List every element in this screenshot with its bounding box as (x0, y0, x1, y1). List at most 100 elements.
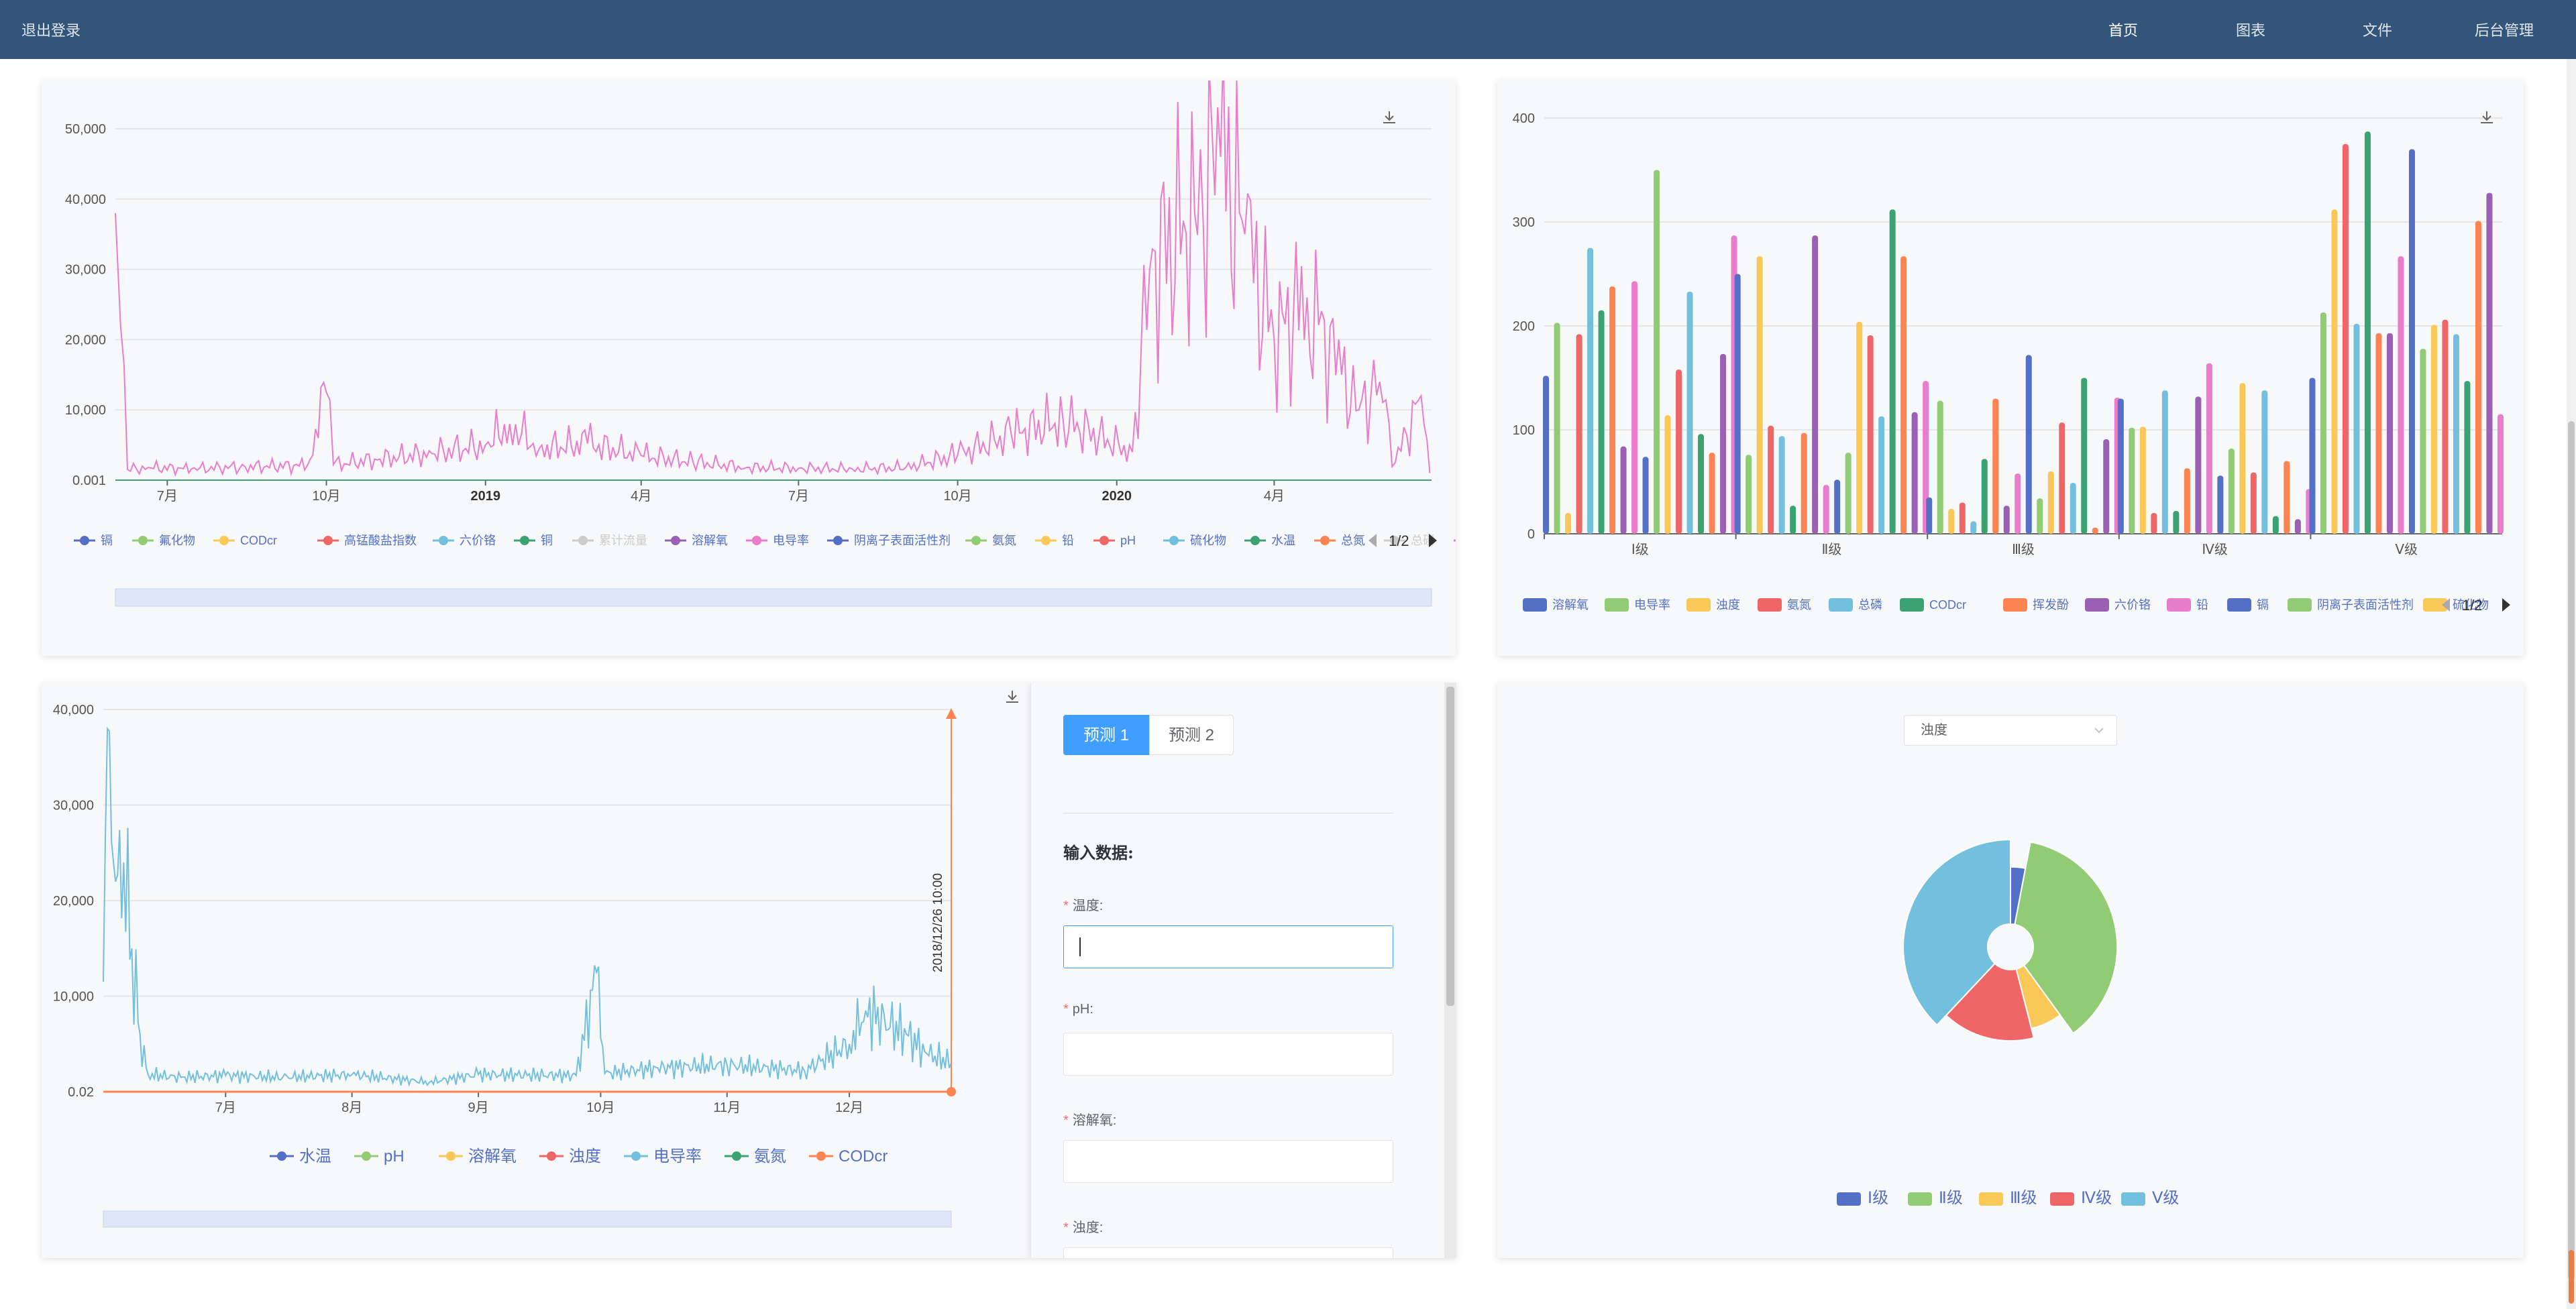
pie-legend-item[interactable]: Ⅴ级 (2121, 1184, 2179, 1208)
legend-marker (631, 1151, 641, 1161)
y-tick-label: 300 (1513, 215, 1535, 230)
download-icon[interactable] (1383, 111, 1395, 123)
legend-item[interactable]: 水温 (299, 1147, 331, 1165)
nav-admin[interactable]: 后台管理 (2475, 22, 2534, 39)
arrow-right-icon[interactable] (2502, 598, 2510, 612)
chart1-legend-page: 1/2 (1389, 532, 1409, 549)
legend-swatch (1908, 1192, 1932, 1206)
legend-item[interactable]: CODcr (839, 1147, 888, 1165)
legend-item[interactable]: CODcr (240, 534, 277, 547)
bar (1834, 479, 1841, 534)
x-tick-label: 2019 (470, 489, 500, 504)
legend-item[interactable]: 总磷 (1858, 598, 1882, 612)
arrow-left-icon[interactable] (1368, 534, 1377, 547)
datazoom-slider (115, 588, 1432, 607)
nav-charts[interactable]: 图表 (2236, 22, 2266, 39)
download-icon[interactable] (1006, 691, 1018, 703)
form-scrollbar[interactable] (1444, 683, 1456, 1258)
legend-item[interactable]: 挥发酚 (2033, 598, 2069, 612)
legend-item[interactable]: 浊度 (1716, 598, 1740, 612)
bar (1642, 457, 1649, 534)
bar (1664, 415, 1671, 534)
legend-item[interactable]: 六价铬 (460, 534, 496, 547)
legend-swatch (1979, 1192, 2003, 1206)
ph-input[interactable] (1063, 1033, 1393, 1076)
legend-item[interactable]: pH (384, 1147, 405, 1165)
nav-home[interactable]: 首页 (2108, 22, 2139, 39)
form-scrollbar-thumb[interactable] (1446, 687, 1454, 1006)
pie-legend-item[interactable]: Ⅱ级 (1908, 1184, 1963, 1208)
pie-legend-item[interactable]: Ⅰ级 (1837, 1184, 1888, 1208)
legend-item[interactable]: 铜 (541, 534, 553, 547)
bar (2092, 527, 2098, 534)
legend-item[interactable]: 氨氮 (992, 534, 1016, 547)
x-tick-label: 7月 (157, 489, 178, 504)
datazoom-slider (103, 1210, 952, 1228)
bar (1923, 381, 1929, 534)
arrow-left-icon[interactable] (2442, 598, 2450, 612)
bar (2161, 390, 2168, 534)
legend-item[interactable]: 总氮 (1341, 534, 1365, 547)
bar (2284, 461, 2290, 534)
bar (2486, 192, 2493, 534)
legend-item[interactable]: 阴离子表面活性剂 (854, 534, 951, 547)
legend-marker (671, 536, 680, 545)
timeseries-chart: 50,000 40,000 30,000 20,000 10,000 0.001 7月 10月… (65, 80, 1456, 607)
indicator-select-value: 浊度 (1921, 723, 1947, 738)
tab-predict-2[interactable]: 预测 2 (1149, 715, 1234, 755)
tab-predict-1[interactable]: 预测 1 (1063, 715, 1149, 755)
pie-legend-item[interactable]: Ⅳ级 (2050, 1184, 2112, 1208)
logout-link[interactable]: 退出登录 (21, 22, 81, 39)
page-scrollbar-thumb[interactable] (2568, 421, 2575, 1279)
legend-item[interactable]: 溶解氧 (1552, 598, 1589, 612)
legend-item[interactable]: 累计流量 (599, 534, 647, 547)
dissolved-oxygen-input[interactable] (1063, 1140, 1393, 1183)
legend-item[interactable]: 水温 (1271, 534, 1295, 547)
page-scrollbar[interactable] (2567, 59, 2576, 1309)
legend-marker (1169, 536, 1179, 545)
x-tick-label: 12月 (835, 1100, 863, 1115)
download-icon[interactable] (2481, 111, 2493, 123)
legend-item[interactable]: 电导率 (773, 534, 809, 547)
legend-item[interactable]: CODcr (1929, 598, 1966, 612)
pie-slice (1902, 838, 2011, 1027)
legend-item[interactable]: 高锰酸盐指数 (344, 534, 417, 547)
indicator-select[interactable]: 浊度 (1904, 715, 2117, 746)
axis-pointer-dot (947, 1087, 956, 1096)
legend-item[interactable]: 六价铬 (2114, 598, 2151, 612)
legend-item[interactable]: 硫化物 (1190, 534, 1226, 547)
legend-item[interactable]: pH (1120, 534, 1136, 547)
legend-item[interactable]: 硫化物 (2453, 598, 2489, 612)
bar (2103, 439, 2110, 534)
nav-files[interactable]: 文件 (2363, 22, 2393, 39)
legend-item[interactable]: 阴离子表面活性剂 (2317, 598, 2414, 612)
bar (1992, 398, 1999, 534)
legend-item[interactable]: 电导率 (1634, 598, 1670, 612)
legend-item[interactable]: 镉 (101, 534, 113, 547)
legend-item[interactable]: 溶解氧 (468, 1147, 517, 1165)
arrow-right-icon[interactable] (1429, 534, 1437, 547)
legend-item[interactable]: 铅 (2196, 598, 2208, 612)
bar (1631, 281, 1638, 534)
turbidity-input[interactable] (1063, 1247, 1393, 1258)
x-tick-label: 2020 (1102, 489, 1132, 504)
pie-legend-item[interactable]: Ⅲ级 (1979, 1184, 2037, 1208)
bar (1889, 209, 1896, 534)
legend-item[interactable]: 电导率 (653, 1147, 702, 1165)
legend-swatch (2227, 598, 2251, 612)
legend-item[interactable]: 溶解氧 (692, 534, 728, 547)
legend-item[interactable]: 氨氮 (1787, 598, 1811, 612)
temperature-input[interactable] (1063, 925, 1393, 968)
x-tick-label: Ⅳ级 (2202, 542, 2227, 557)
y-tick-label: 30,000 (65, 263, 106, 278)
legend-swatch (2121, 1192, 2145, 1206)
legend-item[interactable]: 镉 (2257, 598, 2269, 612)
legend-item[interactable]: 铅 (1062, 534, 1074, 547)
legend-item[interactable]: 浊度 (569, 1147, 601, 1165)
bar (2294, 519, 2301, 534)
bar (2408, 149, 2415, 534)
legend-item[interactable]: 氨氮 (754, 1147, 786, 1165)
legend-marker (362, 1151, 371, 1161)
legend-item[interactable]: 氟化物 (159, 534, 195, 547)
x-tick-label: 10月 (312, 489, 340, 504)
